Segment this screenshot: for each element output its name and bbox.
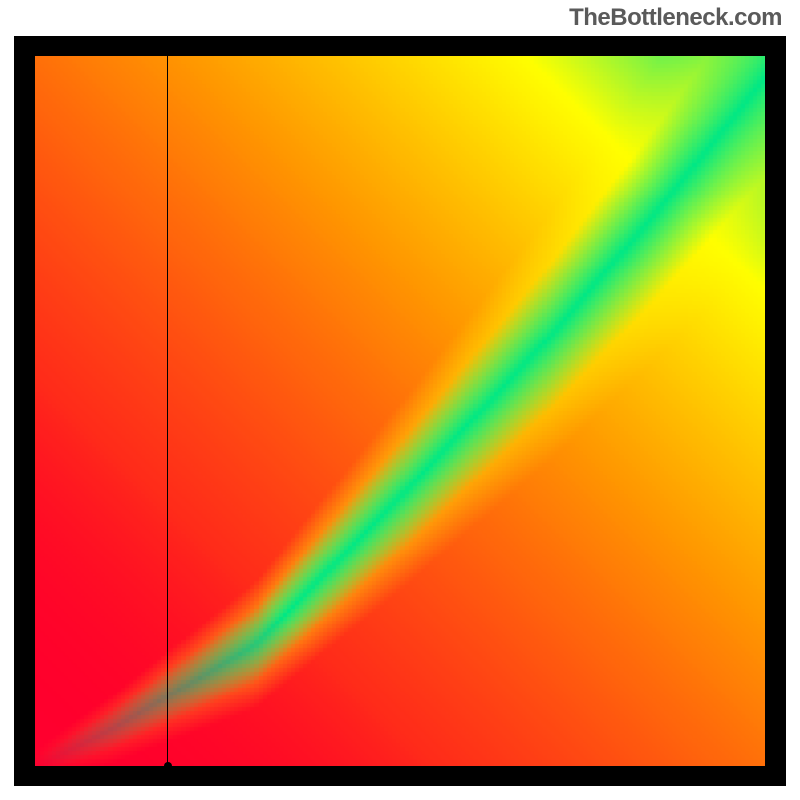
chart-frame — [14, 36, 786, 786]
crosshair-vertical — [167, 56, 168, 766]
heatmap-canvas — [35, 56, 765, 766]
crosshair-marker — [164, 762, 172, 770]
heatmap-plot — [35, 56, 765, 766]
watermark-text: TheBottleneck.com — [569, 4, 782, 32]
